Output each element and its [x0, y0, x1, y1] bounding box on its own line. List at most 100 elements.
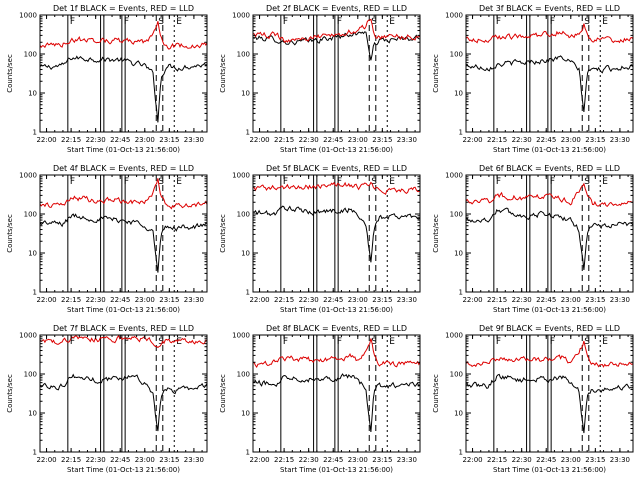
panel-title: Det 9f BLACK = Events, RED = LLD — [479, 324, 620, 333]
y-axis-label: Counts/sec — [6, 374, 14, 413]
series-line-events — [252, 205, 421, 263]
segment-marker-label: E — [389, 17, 395, 27]
panel-title: Det 3f BLACK = Events, RED = LLD — [479, 4, 620, 13]
plot-frame — [465, 174, 634, 293]
series-line-lld — [39, 178, 208, 210]
segment-marker-label: S — [584, 177, 590, 187]
x-tick-label: 23:30 — [184, 456, 204, 464]
x-tick-label: 23:00 — [135, 456, 155, 464]
panel-4: Det 4f BLACK = Events, RED = LLD Counts/s… — [6, 164, 208, 314]
segment-marker-label: F — [283, 17, 288, 27]
panel-9: Det 9f BLACK = Events, RED = LLD Counts/s… — [432, 324, 634, 474]
x-tick-label: 23:15 — [159, 296, 179, 304]
plot-frame — [252, 334, 421, 453]
panel-3: Det 3f BLACK = Events, RED = LLD Counts/s… — [432, 4, 634, 154]
y-tick-label: 100 — [450, 371, 463, 379]
x-tick-label: 22:45 — [323, 456, 343, 464]
y-tick-label: 10 — [241, 410, 250, 418]
series-line-events — [39, 373, 208, 432]
x-tick-label: 22:00 — [462, 456, 482, 464]
segment-marker-label: F — [337, 17, 342, 27]
panel-title: Det 5f BLACK = Events, RED = LLD — [266, 164, 407, 173]
x-tick-label: 23:30 — [397, 456, 417, 464]
y-tick-label: 10 — [28, 410, 37, 418]
y-tick-label: 10 — [454, 250, 463, 258]
series-line-lld — [252, 338, 421, 368]
y-tick-label: 10 — [241, 90, 250, 98]
x-tick-label: 22:00 — [462, 136, 482, 144]
x-axis-label: Start Time (01-Oct-13 21:56:00) — [67, 306, 180, 314]
series-line-lld — [252, 181, 421, 195]
series-line-lld — [465, 340, 634, 368]
x-tick-label: 22:30 — [512, 296, 532, 304]
x-tick-label: 22:30 — [299, 136, 319, 144]
x-axis-label: Start Time (01-Oct-13 21:56:00) — [67, 466, 180, 474]
segment-marker-label: F — [337, 337, 342, 347]
y-tick-label: 1 — [459, 129, 463, 137]
x-tick-label: 22:15 — [487, 136, 507, 144]
x-tick-label: 23:30 — [184, 296, 204, 304]
x-tick-label: 22:30 — [299, 296, 319, 304]
y-tick-label: 1000 — [445, 332, 463, 340]
y-tick-label: 1000 — [232, 172, 250, 180]
x-tick-label: 22:30 — [86, 456, 106, 464]
plot-frame — [39, 174, 208, 293]
segment-marker-label: F — [496, 17, 501, 27]
x-tick-label: 22:30 — [512, 456, 532, 464]
x-tick-label: 22:30 — [512, 136, 532, 144]
y-tick-label: 1 — [459, 289, 463, 297]
y-tick-label: 1000 — [232, 332, 250, 340]
y-tick-label: 10 — [241, 250, 250, 258]
x-tick-label: 22:15 — [61, 136, 81, 144]
x-tick-label: 23:15 — [159, 136, 179, 144]
panel-title: Det 7f BLACK = Events, RED = LLD — [53, 324, 194, 333]
series-line-lld — [252, 18, 421, 44]
y-tick-label: 10 — [28, 250, 37, 258]
x-tick-label: 23:15 — [159, 456, 179, 464]
segment-marker-label: E — [176, 17, 182, 27]
x-tick-label: 23:30 — [610, 136, 630, 144]
segment-marker-label: F — [124, 17, 129, 27]
y-tick-label: 10 — [454, 410, 463, 418]
segment-marker-label: S — [158, 177, 164, 187]
x-tick-label: 22:45 — [536, 456, 556, 464]
segment-marker-label: F — [550, 177, 555, 187]
panel-6: Det 6f BLACK = Events, RED = LLD Counts/s… — [432, 164, 634, 314]
segment-marker-label: F — [70, 17, 75, 27]
x-tick-label: 22:45 — [110, 296, 130, 304]
y-tick-label: 100 — [24, 51, 37, 59]
y-tick-label: 1 — [33, 449, 37, 457]
plot-frame — [39, 334, 208, 453]
y-tick-label: 1000 — [232, 12, 250, 20]
series-line-events — [465, 373, 634, 434]
series-line-lld — [39, 334, 208, 349]
y-tick-label: 1 — [246, 129, 250, 137]
x-tick-label: 22:00 — [36, 296, 56, 304]
segment-marker-label: S — [371, 337, 377, 347]
x-tick-label: 22:30 — [86, 136, 106, 144]
segment-marker-label: S — [158, 337, 164, 347]
panel-7: Det 7f BLACK = Events, RED = LLD Counts/s… — [6, 324, 208, 474]
x-axis-label: Start Time (01-Oct-13 21:56:00) — [280, 306, 393, 314]
y-tick-label: 100 — [450, 51, 463, 59]
x-tick-label: 22:45 — [536, 296, 556, 304]
panel-2: Det 2f BLACK = Events, RED = LLD Counts/s… — [219, 4, 421, 154]
x-axis-label: Start Time (01-Oct-13 21:56:00) — [67, 146, 180, 154]
segment-marker-label: F — [496, 337, 501, 347]
x-tick-label: 23:15 — [372, 456, 392, 464]
series-line-lld — [465, 182, 634, 207]
x-tick-label: 23:00 — [561, 136, 581, 144]
y-tick-label: 1 — [246, 289, 250, 297]
x-tick-label: 22:15 — [274, 296, 294, 304]
x-tick-label: 22:45 — [536, 136, 556, 144]
segment-marker-label: F — [124, 337, 129, 347]
x-tick-label: 23:30 — [610, 296, 630, 304]
x-tick-label: 23:15 — [585, 296, 605, 304]
series-line-lld — [39, 21, 208, 50]
panel-8: Det 8f BLACK = Events, RED = LLD Counts/s… — [219, 324, 421, 474]
segment-marker-label: S — [158, 17, 164, 27]
x-tick-label: 22:15 — [274, 456, 294, 464]
x-axis-label: Start Time (01-Oct-13 21:56:00) — [280, 466, 393, 474]
segment-marker-label: E — [176, 177, 182, 187]
